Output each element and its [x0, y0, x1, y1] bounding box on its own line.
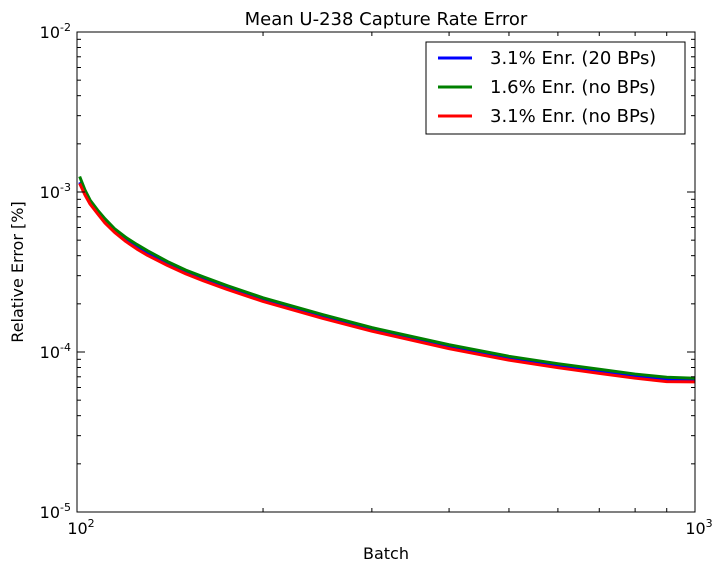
- x-axis-label: Batch: [363, 544, 409, 563]
- legend-label-0: 3.1% Enr. (20 BPs): [490, 48, 656, 69]
- y-tick-label: 10-4: [40, 341, 71, 362]
- y-tick-label: 10-3: [40, 181, 71, 202]
- y-tick-label: 10-2: [40, 21, 71, 42]
- y-axis-label: Relative Error [%]: [8, 201, 27, 342]
- plot-frame: [76, 31, 696, 513]
- axis-ticks: [76, 31, 696, 513]
- series-line-2: [78, 182, 695, 384]
- legend-label-2: 3.1% Enr. (no BPs): [490, 106, 656, 127]
- x-tick-label: 103: [685, 517, 712, 538]
- legend-label-1: 1.6% Enr. (no BPs): [490, 77, 656, 98]
- axis-tick-labels: 102 103 10-5 10-4 10-3 10-2: [40, 21, 713, 538]
- legend: 3.1% Enr. (20 BPs) 1.6% Enr. (no BPs) 3.1%…: [425, 41, 686, 135]
- x-tick-label: 102: [67, 517, 94, 538]
- y-tick-label: 10-5: [40, 501, 71, 522]
- chart-title: Mean U-238 Capture Rate Error: [245, 9, 528, 30]
- series-line-1: [78, 175, 695, 380]
- plot-lines: [78, 175, 695, 384]
